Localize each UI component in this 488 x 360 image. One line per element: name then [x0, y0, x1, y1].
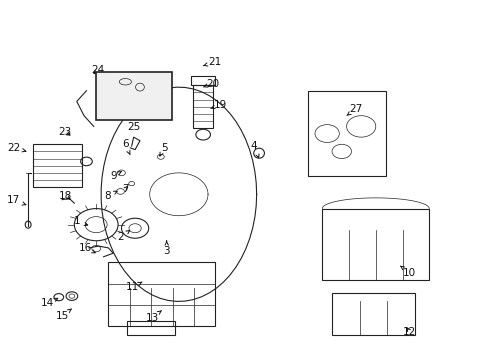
- Bar: [33, 144, 81, 187]
- Text: 14: 14: [41, 298, 58, 308]
- Bar: [193, 85, 212, 128]
- Text: 7: 7: [122, 184, 128, 194]
- Bar: [331, 293, 414, 336]
- Text: 24: 24: [91, 65, 104, 75]
- Bar: [307, 91, 385, 176]
- Text: 9: 9: [110, 171, 122, 181]
- Text: 10: 10: [400, 266, 415, 278]
- Text: 19: 19: [210, 100, 226, 110]
- Text: 25: 25: [127, 122, 140, 132]
- Bar: [108, 262, 215, 327]
- Text: 4: 4: [250, 141, 259, 158]
- Text: 3: 3: [163, 241, 170, 256]
- Text: 12: 12: [403, 327, 416, 337]
- Text: 17: 17: [7, 195, 26, 205]
- Text: 13: 13: [145, 311, 161, 323]
- Text: 27: 27: [346, 104, 362, 116]
- Bar: [96, 72, 171, 120]
- Text: 8: 8: [104, 191, 117, 201]
- Text: 21: 21: [203, 57, 222, 67]
- Text: 26: 26: [107, 78, 124, 89]
- Text: 18: 18: [59, 191, 72, 201]
- Text: 20: 20: [203, 78, 219, 89]
- Text: 1: 1: [73, 216, 87, 226]
- Text: 5: 5: [160, 143, 167, 156]
- Text: 23: 23: [58, 127, 71, 137]
- Text: 6: 6: [122, 139, 130, 155]
- Bar: [322, 208, 428, 280]
- Bar: [191, 76, 215, 85]
- Text: 16: 16: [78, 243, 95, 253]
- Text: 2: 2: [117, 230, 129, 242]
- Bar: [126, 321, 175, 336]
- Text: 15: 15: [56, 309, 71, 321]
- Text: 11: 11: [126, 282, 142, 292]
- Text: 22: 22: [7, 143, 26, 153]
